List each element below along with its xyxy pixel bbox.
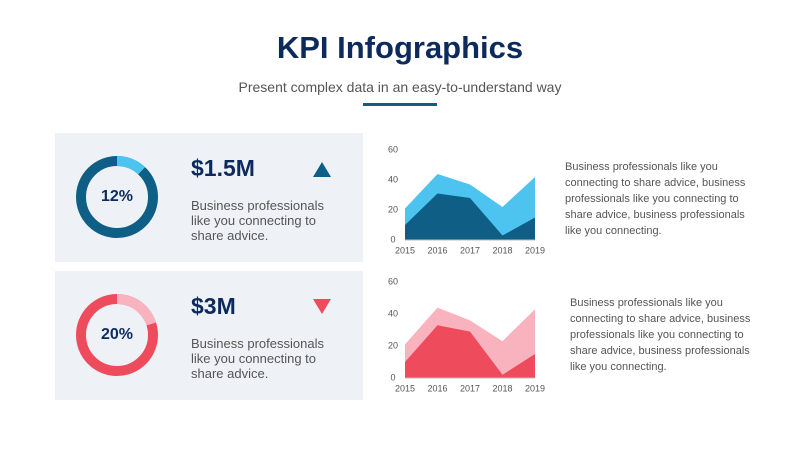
kpi-text: Business professionals like you connecti… bbox=[191, 336, 324, 381]
x-tick-label: 2017 bbox=[460, 383, 480, 393]
kpi-value: $3M bbox=[191, 293, 236, 319]
underline bbox=[363, 103, 437, 106]
y-tick-label: 40 bbox=[388, 174, 398, 184]
trend-arrow bbox=[313, 299, 331, 314]
subtitle: Present complex data in an easy-to-under… bbox=[238, 79, 562, 95]
y-tick-label: 0 bbox=[390, 372, 395, 382]
x-tick-label: 2018 bbox=[492, 383, 512, 393]
x-tick-label: 2015 bbox=[395, 245, 415, 255]
y-tick-label: 40 bbox=[388, 308, 398, 318]
trend-arrow bbox=[313, 162, 331, 177]
donut-label: 12% bbox=[101, 188, 133, 205]
x-tick-label: 2018 bbox=[492, 245, 512, 255]
y-tick-label: 60 bbox=[388, 144, 398, 154]
area bbox=[405, 325, 535, 378]
x-tick-label: 2019 bbox=[525, 383, 545, 393]
y-tick-label: 20 bbox=[388, 204, 398, 214]
description: Business professionals like you connecti… bbox=[570, 297, 751, 373]
area bbox=[405, 193, 535, 240]
kpi-text: Business professionals like you connecti… bbox=[191, 198, 324, 243]
title: KPI Infographics bbox=[276, 30, 524, 65]
y-tick-label: 20 bbox=[388, 340, 398, 350]
x-tick-label: 2016 bbox=[427, 383, 447, 393]
kpi-value: $1.5M bbox=[191, 155, 255, 181]
donut-label: 20% bbox=[101, 326, 133, 343]
y-tick-label: 60 bbox=[388, 276, 398, 286]
x-tick-label: 2017 bbox=[460, 245, 480, 255]
donut-arc bbox=[76, 156, 158, 238]
x-tick-label: 2019 bbox=[525, 245, 545, 255]
kpi-card bbox=[55, 271, 363, 400]
kpi-card bbox=[55, 133, 363, 262]
donut-arc bbox=[76, 294, 158, 376]
x-tick-label: 2016 bbox=[427, 245, 447, 255]
x-tick-label: 2015 bbox=[395, 383, 415, 393]
description: Business professionals like you connecti… bbox=[565, 161, 746, 237]
y-tick-label: 0 bbox=[390, 234, 395, 244]
